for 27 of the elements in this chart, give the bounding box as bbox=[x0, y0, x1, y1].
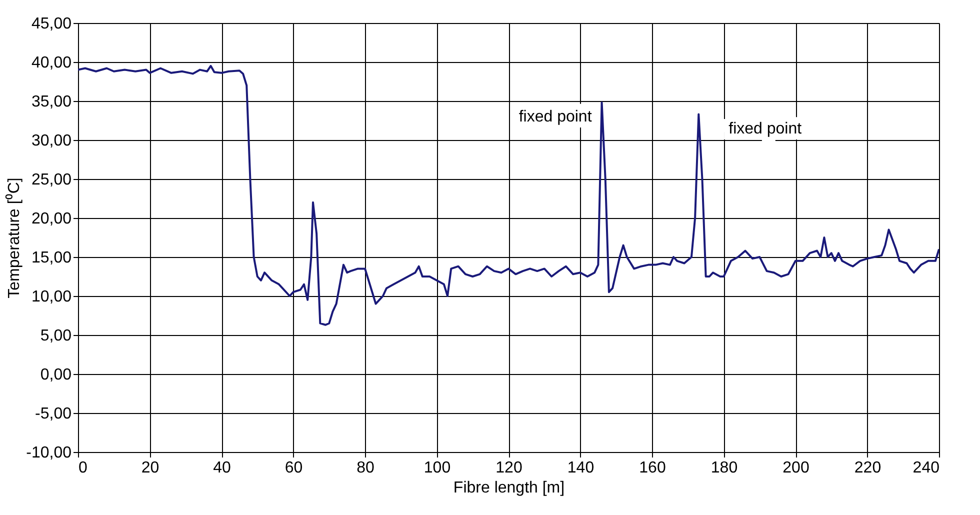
y-tick-label: 25,00 bbox=[31, 172, 72, 188]
x-tick-label: 220 bbox=[854, 460, 882, 476]
x-tick-label: 200 bbox=[782, 460, 810, 476]
x-tick-label: 100 bbox=[424, 460, 451, 476]
x-tick-label: 80 bbox=[356, 460, 374, 476]
y-tick-label: 45,00 bbox=[31, 16, 72, 32]
x-tick-label: 180 bbox=[710, 460, 738, 476]
y-tick-label: 40,00 bbox=[31, 54, 72, 72]
y-tick-label: -10,00 bbox=[26, 444, 72, 462]
x-axis-title: Fibre length [m] bbox=[453, 480, 565, 496]
y-tick-label: 20,00 bbox=[31, 210, 72, 228]
x-tick-label: 120 bbox=[496, 460, 522, 476]
x-tick-label: 240 bbox=[912, 460, 940, 476]
y-tick-label: 30,00 bbox=[31, 132, 72, 150]
y-tick-label: -5,00 bbox=[35, 406, 72, 422]
y-tick-label: 10,00 bbox=[31, 288, 72, 306]
y-axis-title: Temperature [⁰C] bbox=[5, 178, 24, 298]
x-tick-label: 60 bbox=[284, 460, 303, 476]
y-tick-label: 0,00 bbox=[40, 366, 72, 384]
x-tick-label: 160 bbox=[639, 460, 666, 476]
y-tick-label: 35,00 bbox=[31, 94, 72, 110]
x-tick-label: 40 bbox=[213, 460, 231, 476]
x-tick-label: 140 bbox=[567, 460, 594, 476]
x-tick-label: 0 bbox=[78, 460, 88, 476]
x-tick-label: 20 bbox=[141, 460, 160, 476]
y-tick-label: 5,00 bbox=[40, 328, 72, 344]
y-tick-label: 15,00 bbox=[31, 250, 72, 266]
